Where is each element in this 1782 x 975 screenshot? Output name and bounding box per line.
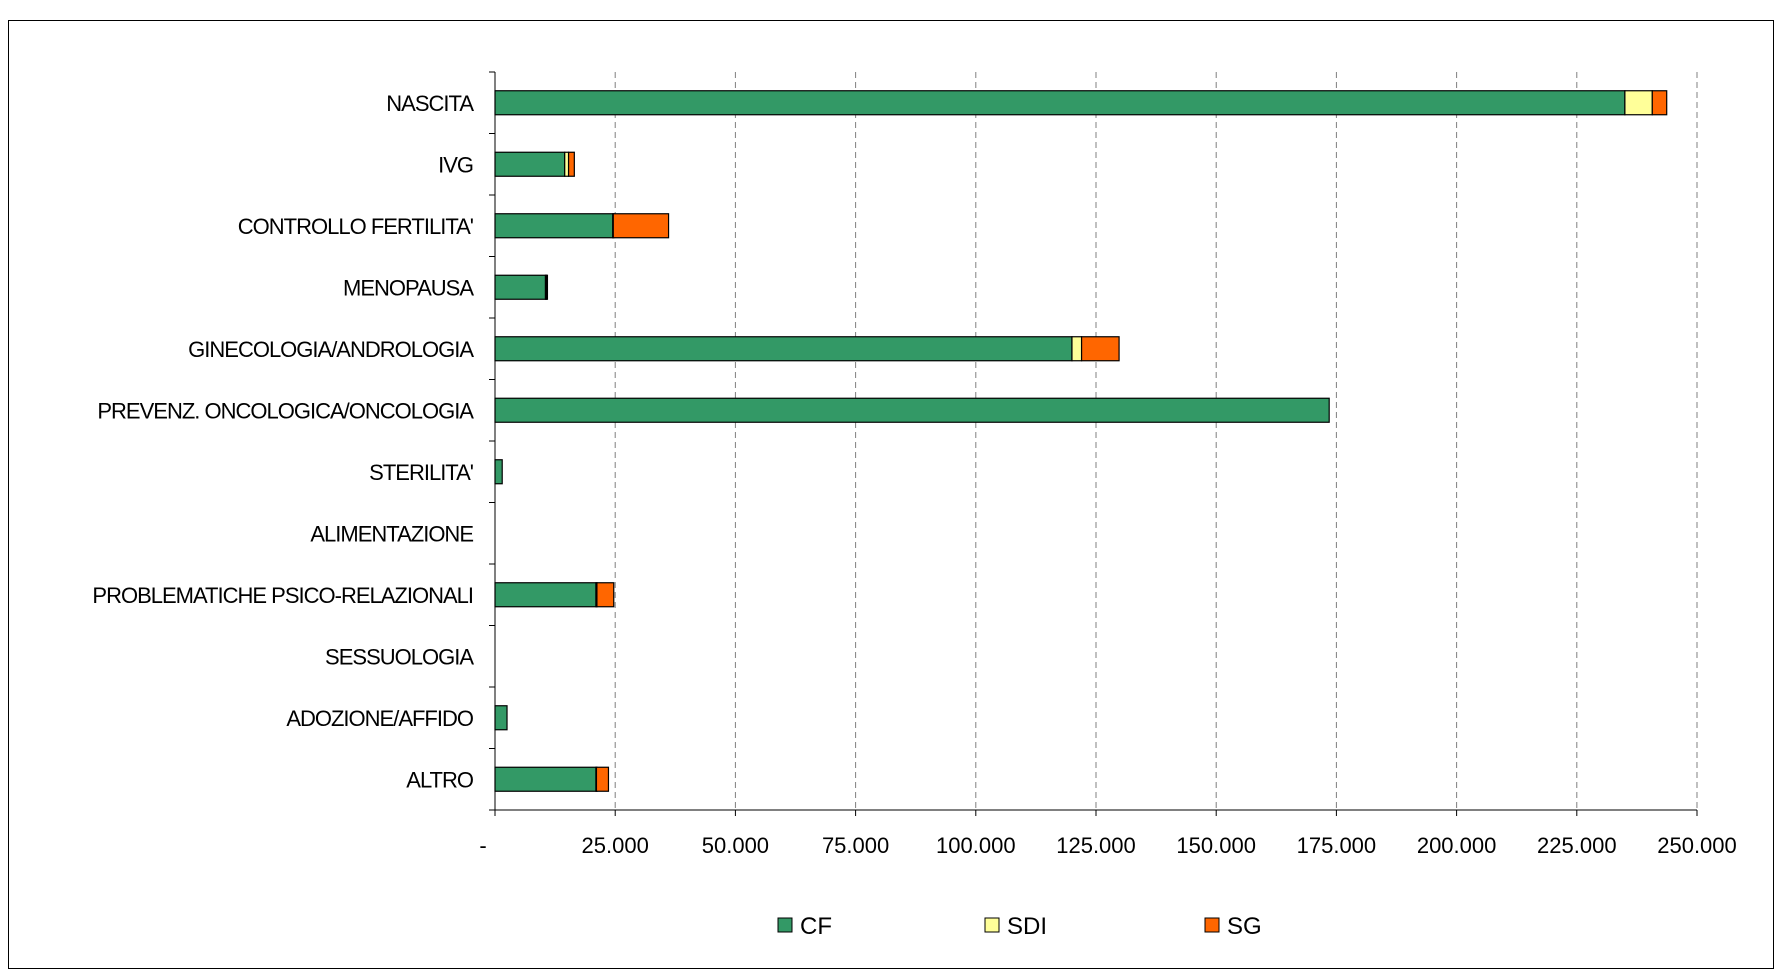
x-tick-label: 250.000 [1657,833,1737,858]
bar-segment-sg [1651,90,1668,116]
category-label: CONTROLLO FERTILITA' [238,214,474,239]
bar-segment-sg [567,151,575,177]
legend-swatch [777,917,793,933]
legend-label: CF [800,913,832,940]
legend-item-sg[interactable]: SG [1204,913,1262,940]
legend-item-cf[interactable]: CF [777,913,832,940]
bar-segment-cf [494,705,508,731]
legend-label: SG [1227,913,1262,940]
bar-segment-sg [1080,336,1120,362]
x-tick-label: 125.000 [1056,833,1136,858]
legend-label: SDI [1007,913,1047,940]
legend-swatch [1204,917,1220,933]
x-tick-label: 200.000 [1417,833,1497,858]
legend-swatch [984,917,1000,933]
legend[interactable]: CF SDI SG [777,913,1262,940]
bar-segment-cf [494,151,566,177]
bar-segment-sg [545,274,549,300]
bar-segment-cf [494,213,614,239]
category-label: SESSUOLOGIA [325,644,474,669]
bar-segment-sg [595,766,610,792]
x-tick-label: 75.000 [822,833,889,858]
category-label: ALIMENTAZIONE [310,521,473,546]
x-tick-labels: - 25.000 50.000 75.000 100.000 125.000 150.000… [479,833,1736,858]
category-label: NASCITA [386,91,474,116]
category-label: PREVENZ. ONCOLOGICA/ONCOLOGIA [97,398,474,423]
x-tick-label: 25.000 [582,833,649,858]
legend-item-sdi[interactable]: SDI [984,913,1047,940]
chart-frame [8,20,1774,969]
category-labels: NASCITA IVG CONTROLLO FERTILITA' MENOPAUSA G… [92,91,475,793]
x-tick-label: 50.000 [702,833,769,858]
x-tick-label: 100.000 [936,833,1016,858]
grid-lines [614,72,1698,810]
x-tick-label: - [479,833,486,858]
axes [489,71,1698,816]
bar-segment-sg [596,582,615,608]
bar-segment-cf [494,397,1330,423]
bar-segment-cf [494,274,547,300]
bar-segment-cf [494,459,503,485]
x-tick-label: 150.000 [1176,833,1256,858]
category-label: ADOZIONE/AFFIDO [286,706,474,731]
category-label: IVG [438,152,473,177]
category-label: STERILITA' [369,460,474,485]
category-label: PROBLEMATICHE PSICO-RELAZIONALI [92,583,473,608]
bar-segment-cf [494,766,597,792]
x-tick-label: 175.000 [1297,833,1377,858]
bar-segment-sdi [1624,90,1653,116]
bar-segment-cf [494,582,597,608]
bar-segment-cf [494,336,1073,362]
category-label: MENOPAUSA [343,275,474,300]
bar-segment-sg [612,213,670,239]
category-label: ALTRO [406,767,474,792]
category-label: GINECOLOGIA/ANDROLOGIA [188,337,474,362]
bars [494,90,1668,792]
x-tick-label: 225.000 [1537,833,1617,858]
bar-segment-cf [494,90,1626,116]
bar-segment-sdi [1071,336,1083,362]
